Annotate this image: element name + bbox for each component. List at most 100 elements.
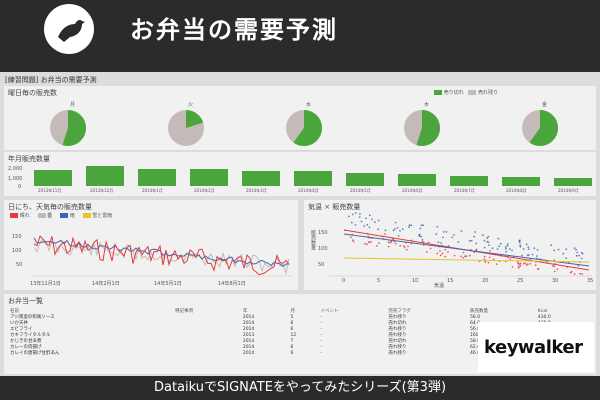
table-cell: 6: [290, 344, 294, 350]
daily-ytick: 50: [16, 262, 23, 268]
daily-xtick: 14年5月1日: [154, 281, 182, 287]
scatter-point: [465, 255, 468, 258]
table-cell: 6: [290, 320, 294, 326]
scatter-point: [575, 248, 577, 251]
daily-title: 日にち、天気毎の販売数量: [8, 203, 92, 211]
table-cell: カレイの唐揚げ甘酢あん: [10, 351, 60, 356]
table-cell: -: [320, 332, 323, 338]
scatter-point: [408, 226, 410, 228]
weekday-title: 曜日毎の販売数: [8, 89, 57, 97]
scatter-point: [519, 245, 522, 248]
legend-snow-thunder: 雪と雷雨: [92, 213, 113, 219]
table-cell: 2014: [242, 338, 255, 344]
monthly-xtick: 2013年12月: [90, 188, 114, 193]
scatter-point: [421, 240, 424, 243]
monthly-bar: [86, 166, 124, 186]
scatter-point: [553, 270, 556, 273]
table-header-cell: 年: [242, 309, 248, 314]
pie-slice-soldout: [186, 110, 204, 128]
scatter-title: 気温 × 販売数量: [308, 203, 361, 211]
scatter-point: [487, 261, 490, 264]
scatter-point: [483, 246, 486, 249]
scatter-ytick: 100: [318, 246, 328, 252]
table-cell: -: [320, 326, 323, 332]
scatter-point: [579, 272, 581, 275]
table-cell: カレーの肉揚げ: [10, 345, 42, 350]
scatter-point: [576, 251, 579, 254]
table-cell: 2014: [242, 344, 255, 350]
legend-sunny: 晴れ: [19, 213, 30, 219]
scatter-point: [575, 254, 578, 257]
monthly-xtick: 2014年8月: [506, 188, 527, 193]
scatter-point: [580, 257, 583, 260]
scatter-point: [522, 248, 525, 250]
scatter-point: [481, 234, 484, 237]
scatter-ytick: 150: [318, 230, 328, 236]
scatter-point: [525, 264, 528, 266]
scatter-point: [506, 244, 509, 247]
monthly-xtick: 2014年1月: [142, 188, 163, 193]
monthly-bar: [398, 174, 436, 186]
scatter-point: [581, 273, 584, 275]
scatter-point: [497, 237, 500, 240]
scatter-point: [420, 224, 423, 227]
scatter-point: [442, 236, 444, 239]
scatter-point: [405, 248, 408, 251]
scatter-point: [374, 221, 376, 223]
scatter-xtick: 30: [552, 278, 558, 284]
scatter-point: [429, 247, 432, 250]
scatter-point: [397, 235, 400, 237]
daily-line-chart: [32, 235, 292, 277]
table-cell: 56.0: [470, 326, 481, 332]
scatter-point: [384, 229, 387, 232]
scatter-point: [518, 267, 520, 269]
scatter-point: [421, 238, 424, 241]
scatter-point: [505, 250, 507, 253]
scatter-point: [464, 255, 466, 258]
scatter-point: [436, 225, 439, 228]
monthly-bar: [34, 170, 72, 186]
scatter-xtick: 5: [377, 278, 380, 284]
scatter-xtick: 35: [587, 278, 593, 284]
legend-sold-out: 売り切れ: [443, 90, 464, 96]
scatter-point: [402, 245, 405, 247]
scatter-point: [352, 240, 355, 243]
monthly-xtick: 2014年5月: [350, 188, 371, 193]
pie-slice-soldout: [416, 110, 440, 146]
scatter-point: [368, 214, 371, 217]
scatter-point: [505, 247, 507, 250]
page-title: お弁当の需要予測: [130, 16, 338, 44]
scatter-point: [460, 230, 463, 232]
daily-ytick: 100: [12, 248, 22, 254]
scatter-point: [445, 231, 448, 233]
scatter-point: [354, 224, 357, 226]
table-cell: 売れ残り: [388, 315, 407, 320]
table-cell: -: [320, 350, 323, 356]
keywalker-wordmark: keywalker: [484, 337, 583, 358]
monthly-bar: [138, 169, 176, 186]
scatter-point: [453, 234, 455, 236]
weekday-pies: 月火水木金: [50, 101, 558, 146]
table-cell: いか天丼: [10, 321, 28, 326]
scatter-point: [366, 223, 369, 226]
scatter-point: [581, 252, 584, 255]
scatter-point: [511, 266, 514, 268]
scatter-point: [521, 254, 523, 257]
scatter-point: [573, 273, 576, 275]
trend-line-rain: [343, 233, 590, 267]
scatter-point: [384, 233, 386, 235]
scatter-point: [443, 231, 445, 233]
scatter-point: [368, 241, 370, 243]
header-bar: お弁当の需要予測: [0, 0, 600, 62]
scatter-point: [577, 264, 580, 267]
table-cell: [173, 350, 241, 356]
scatter-point: [462, 256, 465, 259]
scatter-point: [350, 221, 353, 224]
scatter-point: [518, 241, 521, 244]
scatter-point: [486, 237, 489, 239]
scatter-point: [531, 253, 534, 256]
monthly-bar: [190, 169, 228, 186]
scatter-point: [529, 262, 532, 265]
scatter-point: [410, 224, 413, 227]
table-cell: -: [320, 320, 323, 326]
